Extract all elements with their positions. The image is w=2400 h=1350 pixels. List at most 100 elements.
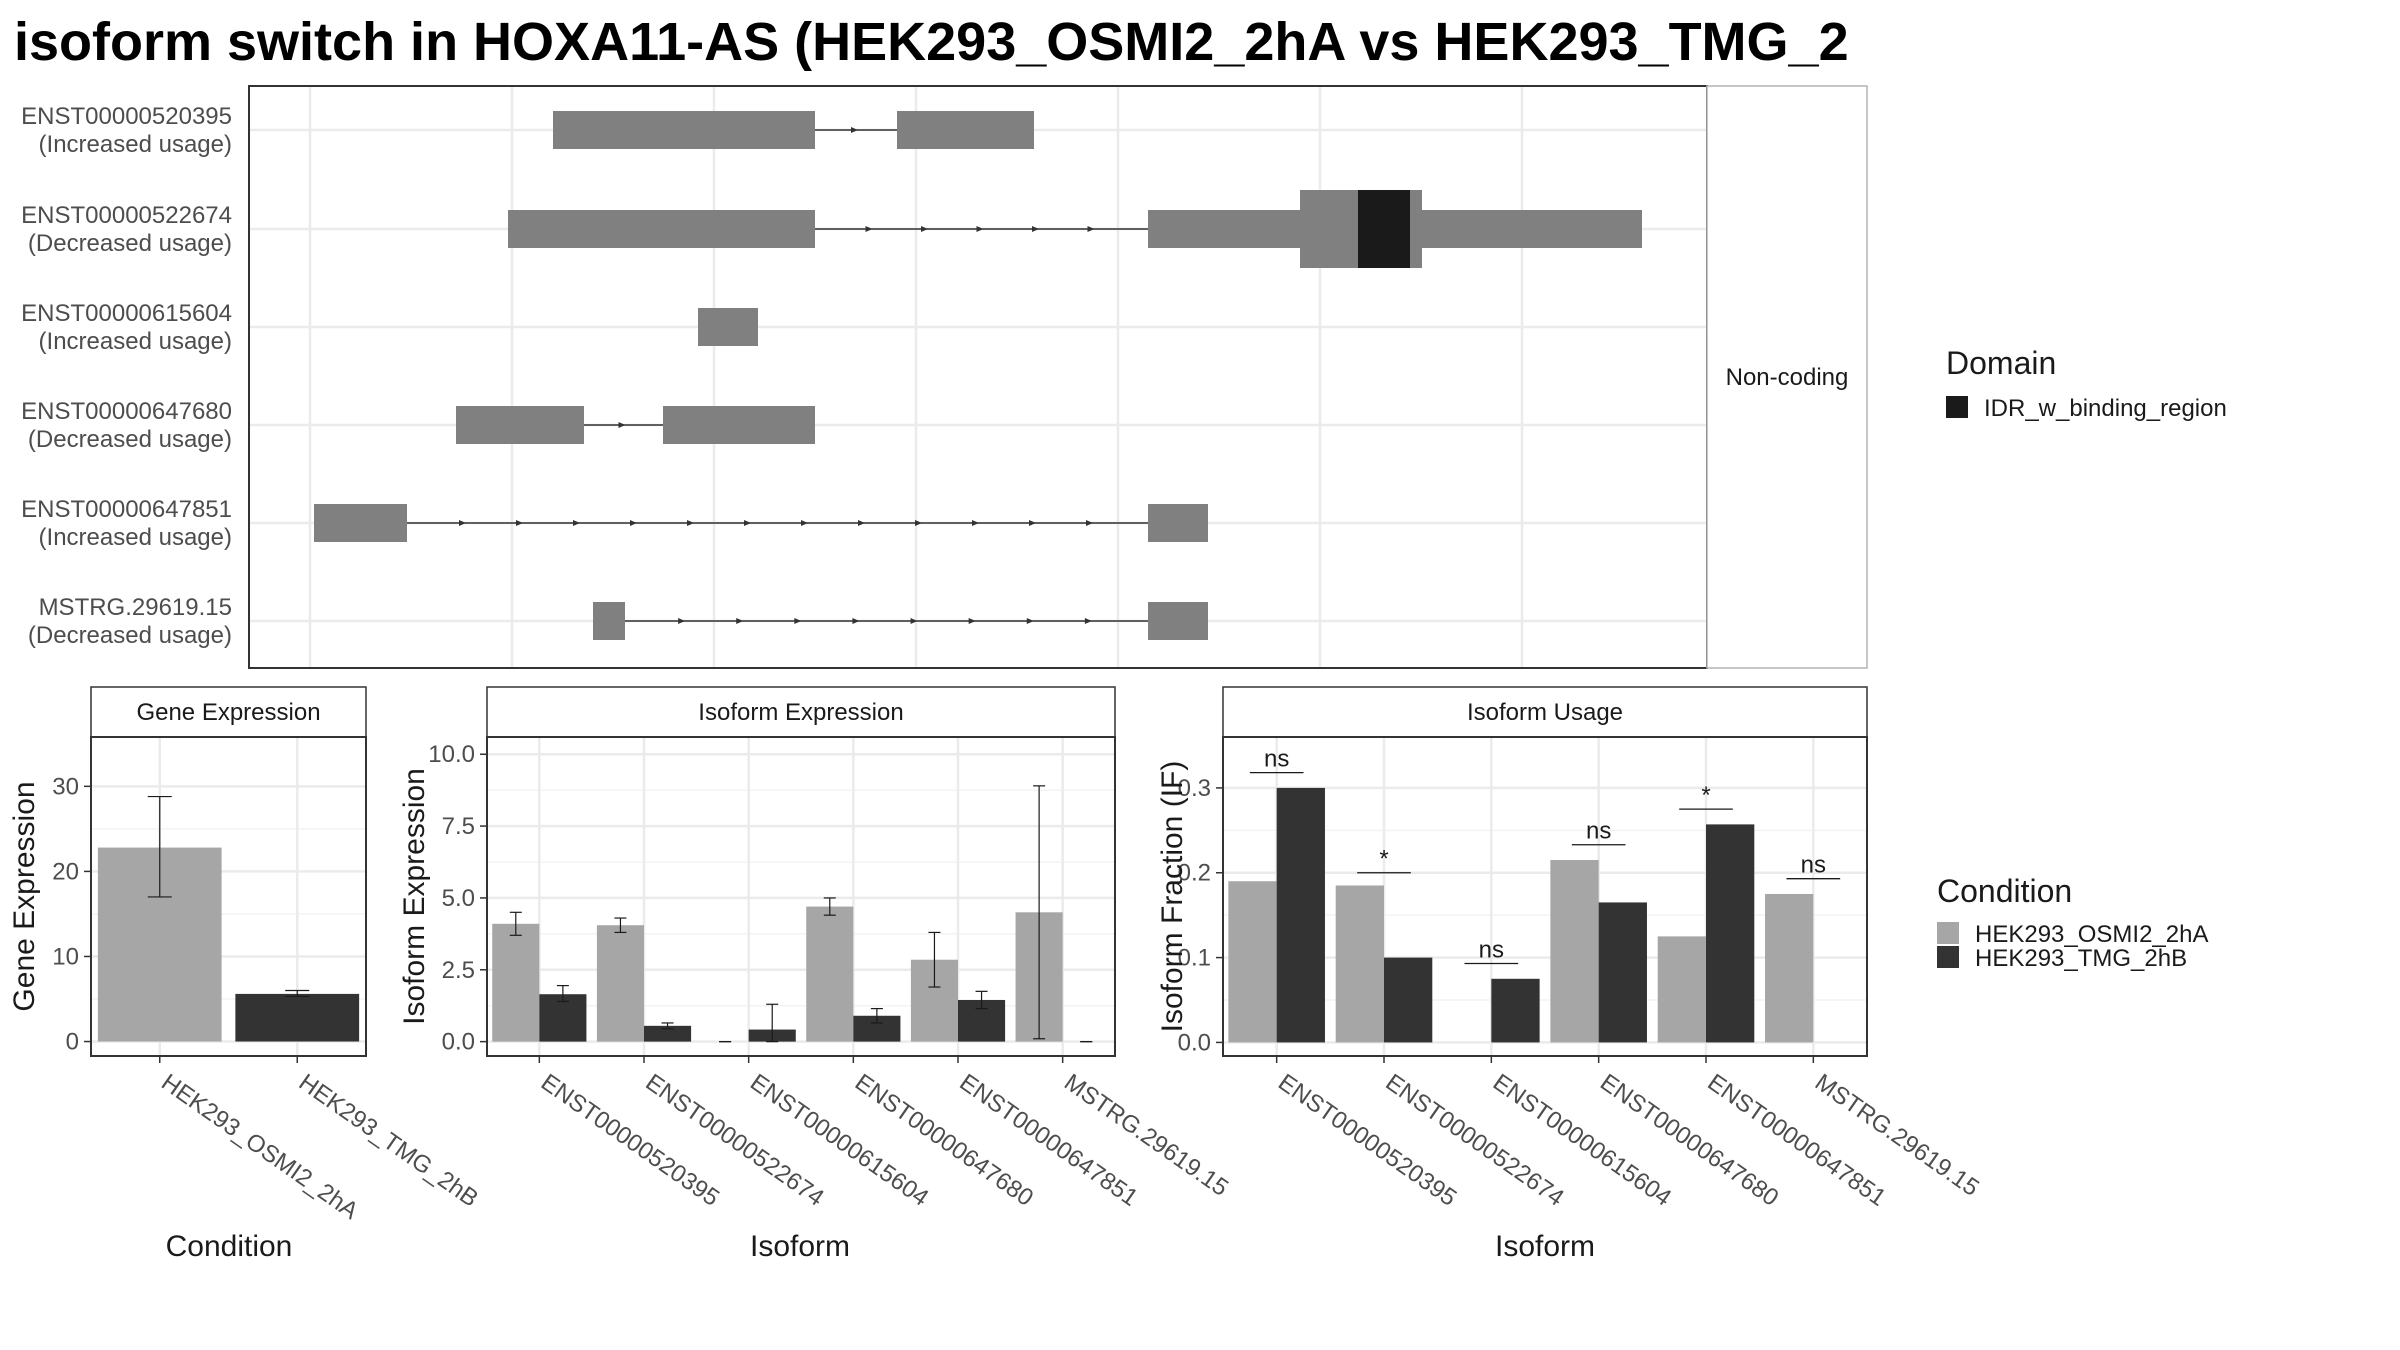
isoform-row-id: ENST00000520395 (21, 103, 232, 130)
intron-arrow (687, 520, 694, 526)
isoform-row-status: (Decreased usage) (28, 426, 232, 453)
chart-panel-3: Isoform Usage ns * ns ns * ns 0.0 0.1 0.2 0.3 ENST0… (1156, 686, 1984, 1263)
exon (663, 406, 815, 444)
y-axis-title: Isoform Fraction (IF) (1156, 761, 1189, 1033)
bar-condition-a (1765, 893, 1814, 1043)
exon (314, 504, 407, 542)
bar-condition-b (1276, 787, 1325, 1043)
intron-arrow (801, 520, 808, 526)
isoform-row-id: ENST00000647680 (21, 398, 232, 425)
isoform-row-status: (Increased usage) (39, 328, 232, 355)
significance-label: ns (1264, 746, 1289, 773)
intron-arrow (794, 618, 802, 624)
intron-arrow (865, 226, 873, 232)
chart-strip-title: Isoform Usage (1467, 699, 1623, 726)
exon (1148, 602, 1208, 640)
domain-block (1358, 190, 1410, 268)
y-tick-label: 10 (52, 943, 79, 970)
significance-label: * (1701, 782, 1710, 809)
bar-condition-b (1491, 978, 1540, 1043)
chart-strip (486, 686, 1116, 738)
y-tick-label: 2.5 (442, 957, 475, 984)
x-tick-label: ENST00000522674 (1381, 1069, 1569, 1212)
x-tick-label: ENST00000522674 (641, 1069, 829, 1212)
condition-legend-swatch (1937, 946, 1959, 968)
y-tick-label: 20 (52, 858, 79, 885)
significance-label: ns (1479, 937, 1504, 964)
chart-plot-background (1223, 737, 1867, 1056)
exon (897, 111, 1034, 149)
intron-arrow (1086, 520, 1093, 526)
transcript-model (698, 308, 758, 346)
structure-strip-label: Non-coding (1726, 364, 1849, 391)
intron-arrow (736, 618, 744, 624)
significance-label: ns (1586, 818, 1611, 845)
domain-legend-swatch (1946, 396, 1968, 418)
exon (1148, 210, 1300, 248)
structure-panel-background (249, 86, 1707, 668)
transcript-model (553, 111, 1034, 149)
x-tick-label: ENST00000647680 (1595, 1069, 1783, 1212)
transcript-model (456, 406, 815, 444)
intron-arrow (630, 520, 637, 526)
x-tick-label: ENST00000615604 (1488, 1069, 1676, 1212)
y-tick-label: 0.1 (1178, 945, 1211, 972)
x-tick-label: ENST00000647680 (850, 1069, 1038, 1212)
intron-arrow (921, 226, 928, 232)
intron-arrow (851, 127, 858, 133)
exon (553, 111, 815, 149)
bar-condition-a (596, 925, 644, 1042)
y-axis-title: Gene Expression (8, 781, 41, 1011)
condition-legend-swatch (1937, 922, 1959, 944)
intron-arrow (678, 618, 686, 624)
significance-label: ns (1801, 852, 1826, 879)
x-axis-title: Condition (166, 1230, 293, 1263)
chart-panel-2: Isoform Expression 0.0 2.5 5.0 7.5 10.0 ENST00… (398, 686, 1233, 1263)
chart-strip-title: Gene Expression (136, 699, 320, 726)
transcript-model (314, 504, 1208, 542)
x-tick-label: ENST00000615604 (745, 1069, 933, 1212)
isoform-row-status: (Increased usage) (39, 131, 232, 158)
exon (1422, 210, 1642, 248)
bar-condition-b (1706, 824, 1755, 1043)
structure-strip (1706, 85, 1868, 669)
y-tick-label: 0.2 (1178, 860, 1211, 887)
x-axis-title: Isoform (750, 1230, 850, 1263)
isoform-row-id: MSTRG.29619.15 (39, 594, 232, 621)
bar-condition-a (1657, 936, 1706, 1043)
condition-legend-label: HEK293_TMG_2hB (1975, 945, 2187, 972)
intron-arrow (1032, 226, 1039, 232)
x-tick-label: ENST00000520395 (1273, 1069, 1461, 1212)
transcript-model (593, 602, 1208, 640)
isoform-row-status: (Increased usage) (39, 524, 232, 551)
intron-arrow (1084, 618, 1092, 624)
exon (456, 406, 584, 444)
intron-arrow (573, 520, 580, 526)
exon (698, 308, 758, 346)
bar-condition-a (492, 923, 540, 1042)
exon (593, 602, 625, 640)
x-tick-label: ENST00000647851 (955, 1069, 1143, 1212)
bar-condition-b (539, 994, 587, 1042)
bar-condition-a (1550, 860, 1599, 1043)
condition-legend-label: HEK293_OSMI2_2hA (1975, 921, 2208, 948)
intron-arrow (1029, 520, 1036, 526)
intron-arrow (976, 226, 984, 232)
intron-arrow (618, 422, 626, 428)
main-title: isoform switch in HOXA11-AS (HEK293_OSMI… (14, 12, 1849, 72)
y-tick-label: 5.0 (442, 885, 475, 912)
domain-legend-label: IDR_w_binding_region (1984, 395, 2227, 422)
bar-condition-a (1228, 881, 1277, 1043)
significance-label: * (1379, 846, 1388, 873)
y-axis-title: Isoform Expression (398, 768, 431, 1025)
intron-arrow (858, 520, 865, 526)
x-tick-label: ENST00000647851 (1703, 1069, 1891, 1212)
transcript-model (508, 190, 1642, 268)
isoform-row-status: (Decreased usage) (28, 622, 232, 649)
intron-arrow (915, 520, 922, 526)
intron-arrow (744, 520, 751, 526)
intron-arrow (852, 618, 860, 624)
exon (508, 210, 815, 248)
isoform-row-id: ENST00000647851 (21, 496, 232, 523)
